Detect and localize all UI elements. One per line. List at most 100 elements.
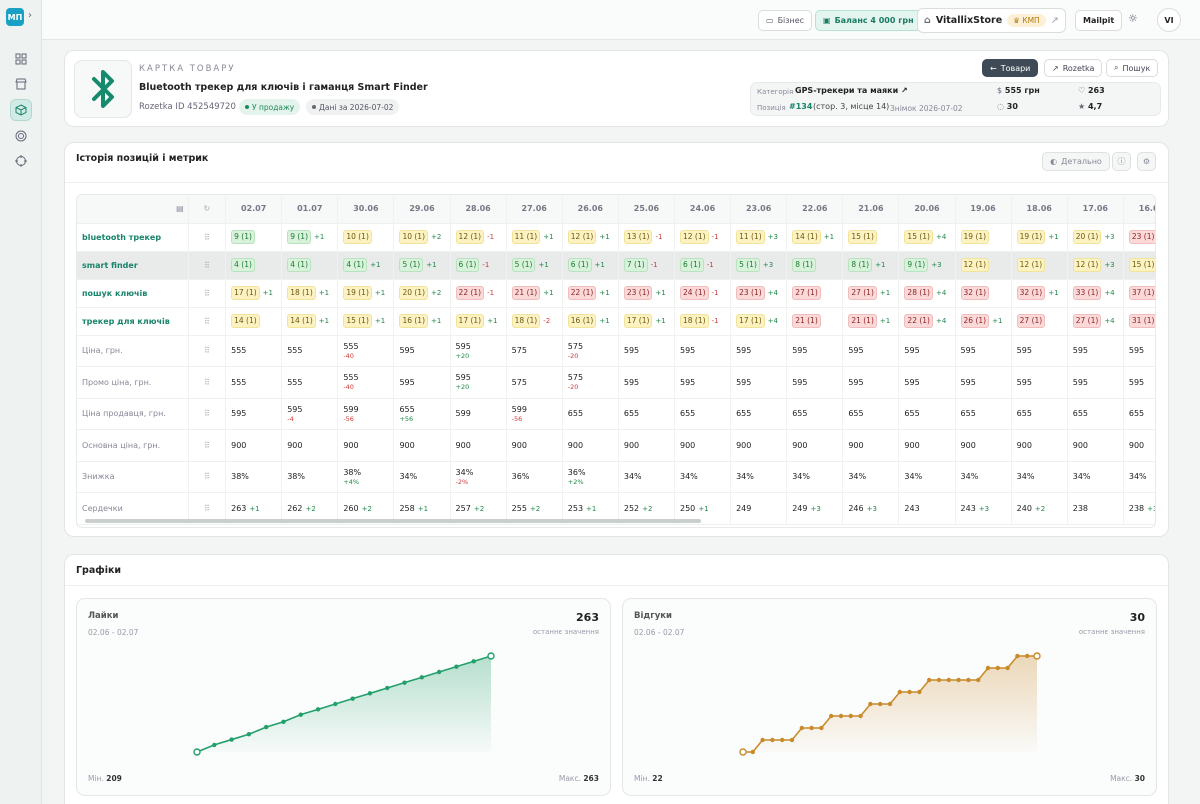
metric-value: 595: [848, 346, 864, 356]
metric-value: 900: [623, 440, 640, 450]
data-point[interactable]: [907, 689, 912, 695]
category-link[interactable]: GPS-трекери та маяки ↗: [795, 86, 908, 95]
position-cell: 15 (1)+1: [1123, 251, 1155, 280]
data-point[interactable]: [809, 725, 814, 731]
box-icon[interactable]: [10, 99, 32, 121]
data-point[interactable]: [966, 677, 971, 683]
theme-toggle-icon[interactable]: ☼: [1128, 12, 1138, 25]
data-point[interactable]: [1015, 653, 1020, 659]
keyword-label[interactable]: трекер для ключів: [77, 307, 189, 336]
drag-handle-icon[interactable]: ⠿: [188, 223, 227, 252]
data-point[interactable]: [858, 713, 863, 719]
data-point[interactable]: [419, 675, 425, 680]
data-point[interactable]: [819, 725, 824, 731]
data-point[interactable]: [281, 719, 286, 724]
position-badge: 15 (1): [1128, 258, 1155, 272]
keyword-label[interactable]: пошук ключів: [77, 279, 189, 308]
external-link-icon[interactable]: ↗: [1050, 15, 1059, 26]
drag-handle-icon[interactable]: ⠿: [188, 366, 227, 399]
drag-handle-icon[interactable]: ⠿: [188, 279, 227, 308]
data-point[interactable]: [995, 665, 1000, 671]
products-button[interactable]: ← Товари: [982, 59, 1039, 77]
data-point[interactable]: [838, 713, 844, 719]
data-point[interactable]: [750, 749, 755, 755]
data-point[interactable]: [454, 664, 459, 669]
avatar[interactable]: VI: [1157, 8, 1181, 32]
target-icon[interactable]: [10, 125, 32, 147]
data-point[interactable]: [333, 701, 338, 707]
keyword-label[interactable]: bluetooth трекер: [77, 223, 189, 252]
position-cell: 14 (1) +1: [786, 223, 844, 252]
data-point[interactable]: [780, 737, 785, 743]
refresh-icon[interactable]: ↻: [188, 195, 227, 224]
data-point[interactable]: [956, 677, 961, 683]
mailpit-button[interactable]: Mailpit: [1075, 10, 1123, 31]
keyword-label[interactable]: smart finder: [77, 251, 189, 280]
drag-handle-icon[interactable]: ⠿: [188, 398, 227, 430]
wallet-icon: ▣: [823, 16, 831, 25]
metric-cell: 655: [1067, 398, 1124, 430]
data-point[interactable]: [212, 742, 217, 748]
horizontal-scrollbar[interactable]: [85, 519, 701, 523]
data-point[interactable]: [760, 737, 765, 743]
metric-value: 595: [792, 346, 808, 356]
metric-cell: 655: [562, 398, 619, 430]
likes-stat: ♡ 263: [1078, 86, 1105, 95]
business-button[interactable]: ▭ Бізнес: [758, 10, 813, 31]
data-point[interactable]: [471, 659, 476, 664]
data-point[interactable]: [350, 696, 355, 701]
drag-handle-icon[interactable]: ⠿: [188, 307, 227, 336]
position-cell: 22 (1) -1: [450, 279, 507, 308]
data-point[interactable]: [246, 732, 252, 737]
data-point[interactable]: [436, 669, 442, 675]
data-point[interactable]: [878, 701, 883, 707]
columns-icon[interactable]: ▤: [176, 204, 184, 214]
data-point[interactable]: [1005, 665, 1010, 671]
detail-toggle[interactable]: ◐ Детально: [1042, 152, 1110, 171]
store-switcher[interactable]: ⌂ VitallixStore ♛ КМП ↗: [917, 8, 1066, 33]
search-button[interactable]: ⌕ Пошук: [1106, 59, 1159, 77]
data-point[interactable]: [1025, 653, 1030, 659]
position-badge: 21 (1): [848, 314, 877, 328]
data-point[interactable]: [799, 725, 804, 731]
data-point[interactable]: [985, 665, 991, 671]
data-point[interactable]: [936, 677, 942, 683]
expand-chevron-icon[interactable]: ›: [28, 10, 32, 21]
data-point[interactable]: [385, 685, 390, 691]
metric-cell: 34%: [955, 461, 1012, 493]
data-point[interactable]: [487, 652, 495, 660]
data-point[interactable]: [927, 677, 932, 683]
data-point[interactable]: [829, 713, 834, 719]
app-logo[interactable]: МП: [6, 8, 24, 26]
data-point[interactable]: [298, 712, 303, 717]
drag-handle-icon[interactable]: ⠿: [188, 461, 227, 493]
store-icon[interactable]: [10, 73, 32, 95]
date-header: 02.07: [225, 195, 283, 224]
crosshair-icon[interactable]: [10, 150, 32, 172]
gear-icon[interactable]: ⚙: [1137, 152, 1156, 171]
data-point[interactable]: [402, 680, 407, 685]
drag-handle-icon[interactable]: ⠿: [188, 335, 227, 367]
data-point[interactable]: [739, 748, 747, 756]
data-point[interactable]: [976, 677, 981, 683]
data-point[interactable]: [193, 748, 201, 756]
data-point[interactable]: [263, 724, 269, 730]
data-point[interactable]: [868, 701, 873, 707]
data-point[interactable]: [315, 707, 321, 712]
data-point[interactable]: [917, 689, 922, 695]
grid-icon[interactable]: [10, 48, 32, 70]
data-point[interactable]: [946, 677, 951, 683]
info-icon[interactable]: ⓘ: [1112, 152, 1131, 171]
rozetka-button[interactable]: ↗ Rozetka: [1044, 59, 1103, 77]
balance-button[interactable]: ▣ Баланс 4 000 грн: [815, 10, 922, 31]
data-point[interactable]: [848, 713, 853, 719]
data-point[interactable]: [367, 691, 373, 696]
data-point[interactable]: [789, 737, 795, 743]
data-point[interactable]: [770, 737, 775, 743]
drag-handle-icon[interactable]: ⠿: [188, 251, 227, 280]
data-point[interactable]: [897, 689, 902, 695]
drag-handle-icon[interactable]: ⠿: [188, 429, 227, 462]
data-point[interactable]: [1033, 652, 1041, 660]
data-point[interactable]: [887, 701, 893, 707]
data-point[interactable]: [229, 737, 234, 742]
